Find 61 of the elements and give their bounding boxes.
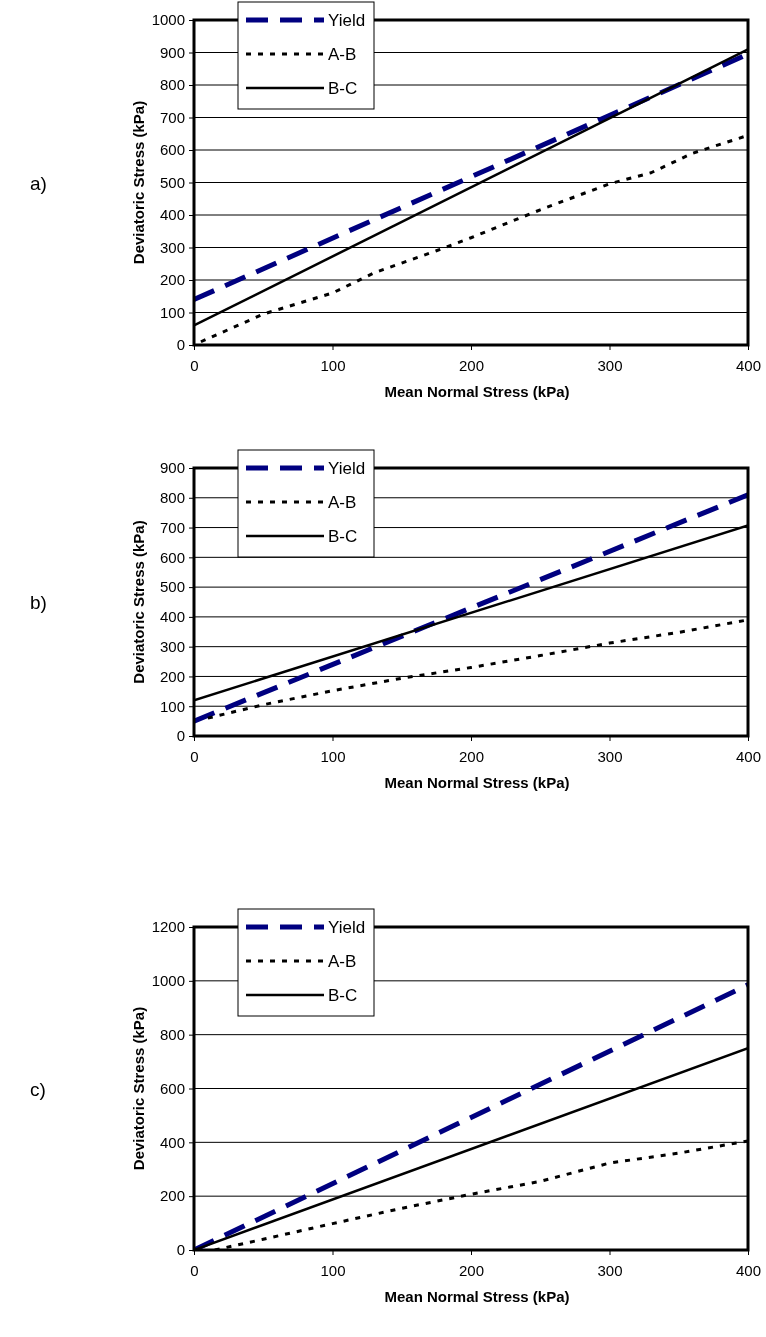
y-tick-label: 300: [159, 238, 185, 256]
x-tick-label: 100: [320, 356, 346, 374]
y-tick-label: 0: [176, 336, 185, 354]
y-tick-label: 1000: [151, 972, 185, 990]
text: c): [30, 1078, 46, 1100]
y-tick-label: 1200: [151, 918, 185, 936]
text: b): [30, 592, 47, 613]
x-axis-title: Mean Normal Stress (kPa): [384, 1288, 570, 1305]
y-tick-label: 800: [159, 76, 185, 94]
x-axis-title: Mean Normal Stress (kPa): [384, 383, 570, 400]
x-tick-label: 0: [190, 356, 199, 374]
y-tick-label: 600: [159, 141, 185, 159]
y-tick-label: 400: [159, 1133, 185, 1151]
legend-label: Yield: [328, 918, 366, 937]
y-tick-label: 900: [159, 43, 185, 61]
x-tick-label: 0: [190, 747, 199, 765]
y-tick-label: 600: [159, 1079, 185, 1097]
y-tick-label: 700: [159, 108, 185, 126]
y-tick-label: 500: [159, 173, 185, 191]
y-tick-label: 500: [159, 578, 185, 596]
legend-label: B-C: [328, 79, 358, 98]
y-axis-title: Deviatoric Stress (kPa): [130, 1006, 147, 1171]
legend-label: A-B: [328, 952, 357, 971]
y-axis-title: Deviatoric Stress (kPa): [130, 520, 147, 684]
x-tick-label: 400: [735, 1261, 762, 1279]
y-tick-label: 400: [159, 206, 185, 224]
y-tick-label: 100: [159, 697, 185, 715]
x-tick-label: 200: [458, 747, 485, 765]
legend-label: A-B: [328, 45, 357, 64]
x-tick-label: 300: [597, 747, 623, 765]
x-tick-label: 300: [597, 356, 623, 374]
y-tick-label: 800: [159, 1025, 185, 1043]
y-tick-label: 0: [176, 1241, 185, 1259]
y-tick-label: 0: [176, 727, 185, 745]
x-tick-label: 200: [458, 1261, 485, 1279]
x-tick-label: 100: [320, 747, 346, 765]
y-tick-label: 600: [159, 548, 185, 566]
y-tick-label: 300: [159, 637, 185, 655]
legend-label: A-B: [328, 493, 357, 512]
text: a): [30, 172, 47, 194]
y-tick-label: 200: [159, 1187, 185, 1205]
y-tick-label: 200: [159, 667, 185, 685]
y-tick-label: 100: [159, 303, 185, 321]
x-tick-label: 100: [320, 1261, 346, 1279]
legend-label: Yield: [328, 459, 366, 478]
y-tick-label: 900: [159, 459, 185, 477]
y-tick-label: 200: [159, 271, 185, 289]
y-tick-label: 800: [159, 489, 185, 507]
y-axis-title: Deviatoric Stress (kPa): [130, 100, 147, 265]
x-tick-label: 200: [458, 356, 485, 374]
y-tick-label: 1000: [151, 11, 185, 29]
y-tick-label: 400: [159, 608, 185, 626]
x-tick-label: 400: [735, 356, 762, 374]
legend-label: B-C: [328, 986, 358, 1005]
x-tick-label: 300: [597, 1261, 623, 1279]
legend-label: Yield: [328, 11, 366, 30]
x-tick-label: 0: [190, 1261, 199, 1279]
legend-label: B-C: [328, 527, 358, 546]
x-axis-title: Mean Normal Stress (kPa): [384, 774, 570, 791]
x-tick-label: 400: [735, 747, 762, 765]
y-tick-label: 700: [159, 518, 185, 536]
